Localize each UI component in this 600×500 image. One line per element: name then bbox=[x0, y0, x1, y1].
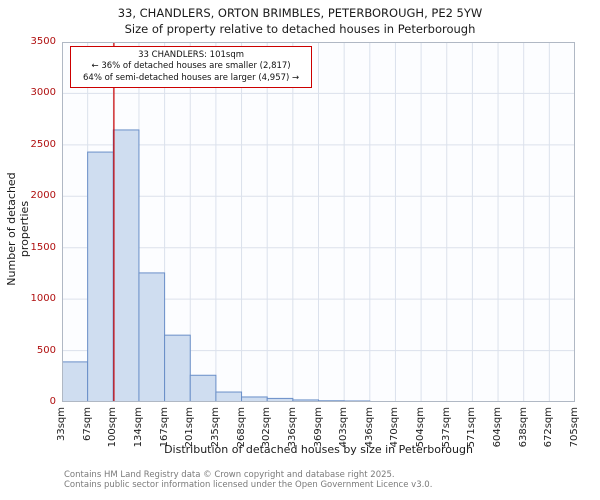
annotation-line-2: ← 36% of detached houses are smaller (2,… bbox=[91, 61, 291, 72]
histogram-bar bbox=[112, 129, 140, 402]
x-tick-label: 268sqm bbox=[235, 407, 247, 448]
histogram-bar bbox=[164, 334, 191, 402]
plot-area bbox=[62, 42, 575, 402]
y-tick-label: 0 bbox=[49, 396, 56, 407]
y-tick-label: 2500 bbox=[30, 138, 56, 150]
x-tick-label: 604sqm bbox=[492, 407, 504, 448]
y-tick-label: 2000 bbox=[30, 190, 56, 202]
histogram-bar bbox=[215, 391, 243, 402]
x-tick-label: 470sqm bbox=[389, 407, 401, 448]
x-tick-label: 167sqm bbox=[158, 407, 170, 448]
x-tick-label: 302sqm bbox=[261, 407, 273, 448]
footer-attribution-line-1: Contains HM Land Registry data © Crown c… bbox=[64, 470, 395, 480]
chart-subtitle: Size of property relative to detached ho… bbox=[124, 22, 476, 36]
histogram-bar bbox=[87, 151, 114, 402]
x-tick-label: 638sqm bbox=[517, 407, 529, 448]
x-tick-label: 336sqm bbox=[286, 407, 298, 448]
x-tick-label: 504sqm bbox=[415, 407, 427, 448]
x-tick-label: 33sqm bbox=[56, 407, 67, 442]
x-tick-label: 235sqm bbox=[209, 407, 221, 448]
chart-title: 33, CHANDLERS, ORTON BRIMBLES, PETERBORO… bbox=[117, 6, 483, 20]
annotation-line-3: 64% of semi-detached houses are larger (… bbox=[83, 72, 300, 83]
y-axis-ticks: 0 500 1000 1500 2000 2500 3000 3500 bbox=[0, 36, 56, 407]
histogram-bar bbox=[62, 361, 89, 402]
x-tick-label: 369sqm bbox=[312, 407, 324, 448]
x-tick-label: 705sqm bbox=[569, 407, 580, 448]
x-tick-label: 571sqm bbox=[466, 407, 478, 448]
y-tick-label: 3500 bbox=[30, 36, 56, 47]
plot-frame bbox=[62, 42, 575, 402]
y-tick-label: 500 bbox=[36, 344, 56, 356]
histogram-bar bbox=[138, 272, 166, 402]
x-tick-label: 537sqm bbox=[440, 407, 452, 448]
annotation-box: 33 CHANDLERS: 101sqm ← 36% of detached h… bbox=[70, 46, 313, 89]
histogram-bar bbox=[189, 374, 217, 402]
x-tick-label: 67sqm bbox=[81, 407, 93, 442]
histogram-plot bbox=[62, 42, 575, 402]
x-tick-label: 134sqm bbox=[132, 407, 144, 448]
y-tick-label: 1000 bbox=[30, 293, 56, 305]
x-tick-label: 436sqm bbox=[363, 407, 375, 448]
x-tick-label: 403sqm bbox=[338, 407, 350, 448]
y-tick-label: 1500 bbox=[30, 241, 56, 253]
x-tick-label: 672sqm bbox=[543, 407, 555, 448]
annotation-line-1: 33 CHANDLERS: 101sqm bbox=[138, 50, 245, 60]
x-tick-label: 100sqm bbox=[107, 407, 119, 448]
y-tick-label: 3000 bbox=[30, 87, 56, 99]
footer-attribution-line-2: Contains public sector information licen… bbox=[64, 480, 433, 490]
x-tick-label: 201sqm bbox=[184, 407, 196, 448]
x-axis-label: Distribution of detached houses by size … bbox=[164, 443, 473, 456]
